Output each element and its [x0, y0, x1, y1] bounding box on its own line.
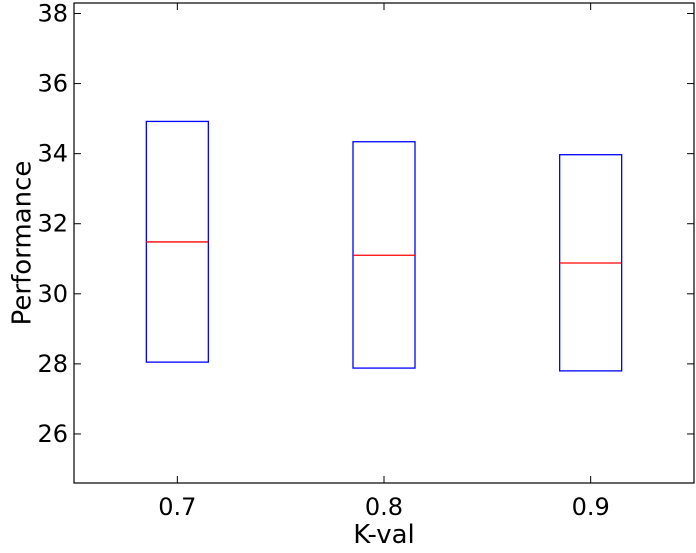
- y-tick-label: 34: [37, 140, 68, 168]
- x-axis-label: K-val: [353, 520, 415, 550]
- y-tick-label: 36: [37, 70, 68, 98]
- y-tick-label: 28: [37, 350, 68, 378]
- y-tick-label: 38: [37, 0, 68, 28]
- x-tick-label: 0.7: [158, 493, 196, 521]
- x-tick-label: 0.8: [365, 493, 403, 521]
- y-tick-label: 26: [37, 420, 68, 448]
- x-axis: 0.7 0.8 0.9: [158, 3, 610, 521]
- x-tick-label: 0.9: [572, 493, 610, 521]
- y-axis: 26 28 30 32 34 36 38: [37, 0, 694, 448]
- y-axis-label: Performance: [8, 161, 38, 326]
- axes-frame: [73, 2, 695, 484]
- y-tick-label: 30: [37, 280, 68, 308]
- y-tick-label: 32: [37, 210, 68, 238]
- plot-area: [145, 120, 623, 372]
